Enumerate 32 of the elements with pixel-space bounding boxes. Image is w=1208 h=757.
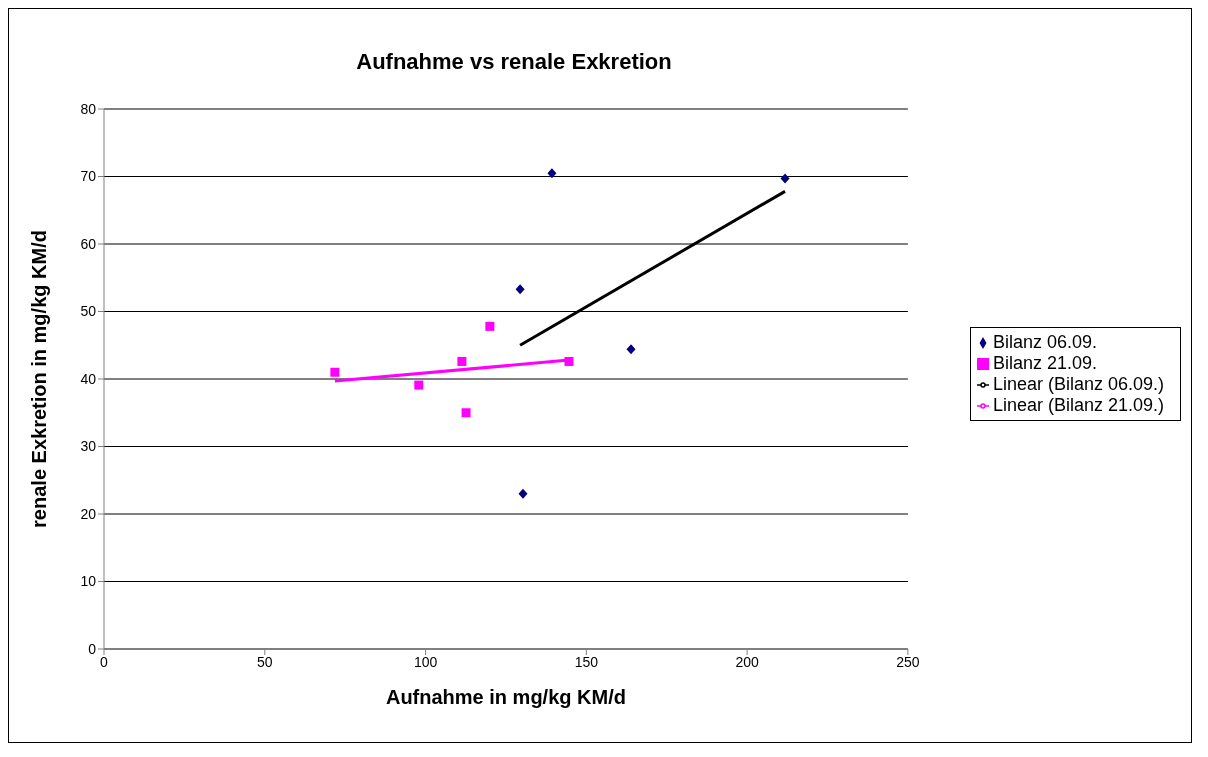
y-tick-label: 20 [80,505,97,522]
y-tick-label: 50 [80,303,97,320]
y-tick-label: 80 [80,100,97,117]
legend-label: Linear (Bilanz 21.09.) [992,395,1164,415]
y-axis-title: renale Exkretion in mg/kg KM/d [28,230,51,528]
point [414,380,424,390]
x-tick-label: 100 [413,653,438,670]
legend-label: Linear (Bilanz 06.09.) [992,374,1164,394]
y-tick-label: 0 [88,640,97,657]
point [547,168,557,179]
x-axis-title: Aufnahme in mg/kg KM/d [385,686,626,708]
y-tick-label: 70 [80,168,97,185]
point [626,344,636,355]
chart-title: Aufnahme vs renale Exkretion [355,49,673,75]
point [330,367,340,377]
x-tick-label: 150 [574,653,599,670]
y-tick-label: 40 [80,370,97,387]
legend-label: Bilanz 06.09. [992,332,1097,352]
point [515,284,525,295]
y-tick-label: 60 [80,235,97,252]
x-tick-label: 50 [256,653,273,670]
x-tick-label: 250 [896,653,920,670]
y-tick-label: 10 [80,573,97,590]
point [518,488,528,499]
x-tick-label: 200 [735,653,760,670]
point [461,408,471,418]
point [457,356,467,366]
y-tick-label: 30 [80,438,97,455]
legend-label: Bilanz 21.09. [992,353,1097,373]
point [485,321,495,331]
x-tick-label: 0 [100,653,109,670]
point [780,173,790,184]
